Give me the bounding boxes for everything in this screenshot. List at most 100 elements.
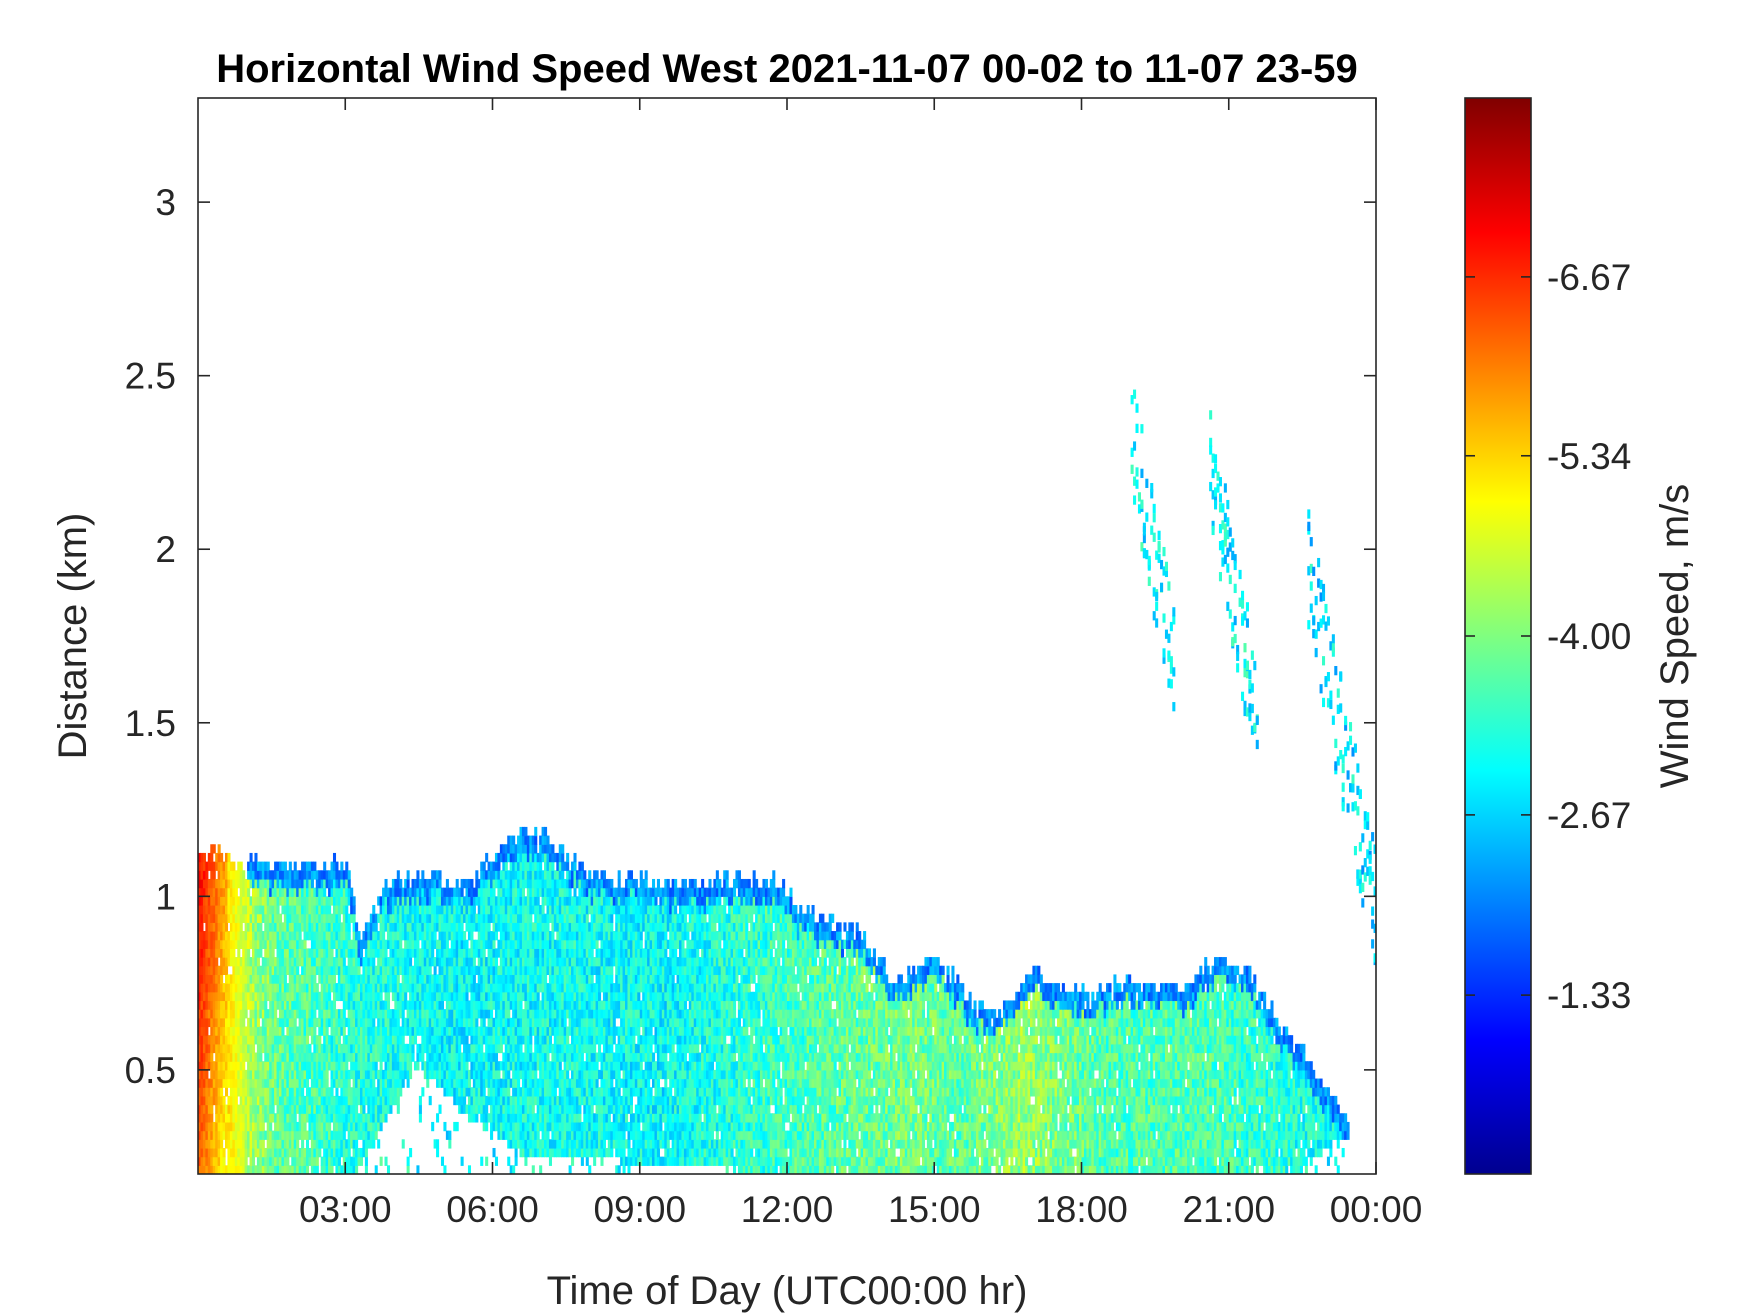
heatmap-cell <box>352 983 356 993</box>
heatmap-cell <box>396 887 400 897</box>
heatmap-cell <box>369 1035 373 1045</box>
heatmap-cell <box>436 1113 440 1123</box>
heatmap-cell <box>399 939 403 949</box>
heatmap-cell <box>573 922 577 932</box>
heatmap-cell <box>293 991 297 1002</box>
heatmap-cell <box>281 948 285 958</box>
heatmap-cell <box>411 931 415 941</box>
heatmap-cell <box>504 948 508 958</box>
heatmap-cell <box>222 1104 226 1114</box>
heatmap-cell <box>571 1147 575 1158</box>
heatmap-cell <box>286 1104 290 1114</box>
heatmap-cell <box>293 896 297 906</box>
heatmap-cell <box>337 991 341 1002</box>
heatmap-cell <box>205 1121 209 1132</box>
heatmap-cell <box>529 1113 533 1123</box>
heatmap-cell <box>242 974 246 984</box>
heatmap-cell <box>293 1156 297 1166</box>
heatmap-cell <box>328 1113 332 1123</box>
heatmap-cell <box>261 1165 265 1174</box>
heatmap-cell <box>220 878 224 889</box>
heatmap-cell <box>200 983 204 993</box>
heatmap-cell <box>421 948 425 958</box>
heatmap-cell <box>445 957 449 967</box>
heatmap-cell <box>229 1061 233 1071</box>
heatmap-cell <box>337 1130 341 1140</box>
heatmap-cell <box>551 1078 555 1088</box>
heatmap-cell <box>583 983 587 993</box>
heatmap-cell <box>278 1156 283 1166</box>
heatmap-cell <box>553 1095 557 1106</box>
heatmap-cell <box>492 905 496 915</box>
heatmap-cell <box>563 931 567 941</box>
heatmap-cell <box>210 905 214 915</box>
heatmap-cell <box>249 931 253 941</box>
heatmap-cell <box>568 1052 572 1062</box>
heatmap-cell <box>423 957 427 967</box>
heatmap-cell <box>502 887 506 897</box>
heatmap-cell <box>234 1104 238 1114</box>
heatmap-cell <box>210 1165 214 1174</box>
heatmap-cell <box>239 1087 243 1097</box>
heatmap-cell <box>546 931 550 941</box>
heatmap-cell <box>517 948 521 958</box>
heatmap-cell <box>242 1165 246 1174</box>
heatmap-cell <box>357 1026 361 1036</box>
heatmap-cell <box>531 1069 535 1080</box>
heatmap-cell <box>367 1052 371 1062</box>
heatmap-cell <box>517 965 521 976</box>
heatmap-cell <box>367 1121 371 1132</box>
heatmap-cell <box>436 878 440 889</box>
heatmap-cell <box>517 861 521 871</box>
heatmap-cell <box>347 1139 351 1149</box>
heatmap-cell <box>301 878 305 889</box>
heatmap-cell <box>379 1026 383 1036</box>
heatmap-cell <box>261 896 265 906</box>
heatmap-cell <box>345 1139 349 1149</box>
heatmap-cell <box>210 870 214 880</box>
heatmap-cell <box>536 1052 540 1062</box>
heatmap-cell <box>573 1035 577 1045</box>
heatmap-cell <box>220 974 224 984</box>
heatmap-cell <box>406 983 410 993</box>
heatmap-cell <box>251 1139 256 1149</box>
heatmap-cell <box>242 1147 246 1158</box>
heatmap-cell <box>308 1130 312 1140</box>
heatmap-cell <box>519 1035 523 1045</box>
heatmap-cell <box>227 939 231 949</box>
heatmap-cell <box>345 1035 349 1045</box>
heatmap-cell <box>222 1009 226 1019</box>
heatmap-cell <box>445 1130 449 1140</box>
heatmap-cell <box>450 1052 454 1062</box>
heatmap-cell <box>394 913 398 923</box>
heatmap-cell <box>301 1165 305 1174</box>
heatmap-cell <box>416 905 420 915</box>
heatmap-cell <box>247 991 251 1002</box>
heatmap-cell <box>578 1009 582 1019</box>
heatmap-cell <box>342 1078 346 1088</box>
heatmap-cell <box>573 913 577 923</box>
heatmap-cell <box>379 939 383 949</box>
heatmap-cell <box>281 931 285 941</box>
heatmap-cell <box>514 1043 518 1054</box>
heatmap-cell <box>328 939 332 949</box>
heatmap-cell <box>517 870 521 880</box>
heatmap-cell <box>578 1139 582 1149</box>
heatmap-cell <box>283 1035 287 1045</box>
heatmap-cell <box>438 922 442 932</box>
heatmap-cell <box>210 931 214 941</box>
heatmap-cell <box>492 913 496 923</box>
heatmap-cell <box>494 1104 499 1114</box>
heatmap-cell <box>237 1130 241 1140</box>
heatmap-cell <box>303 948 307 958</box>
heatmap-cell <box>553 887 557 897</box>
heatmap-cell <box>467 1017 472 1028</box>
heatmap-cell <box>536 913 540 923</box>
heatmap-cell <box>529 835 533 845</box>
heatmap-cell <box>352 1043 356 1054</box>
heatmap-cell <box>514 1130 518 1140</box>
heatmap-cell <box>548 1026 552 1036</box>
heatmap-cell <box>291 1095 295 1106</box>
heatmap-cell <box>485 1121 489 1132</box>
heatmap-cell <box>531 887 535 897</box>
